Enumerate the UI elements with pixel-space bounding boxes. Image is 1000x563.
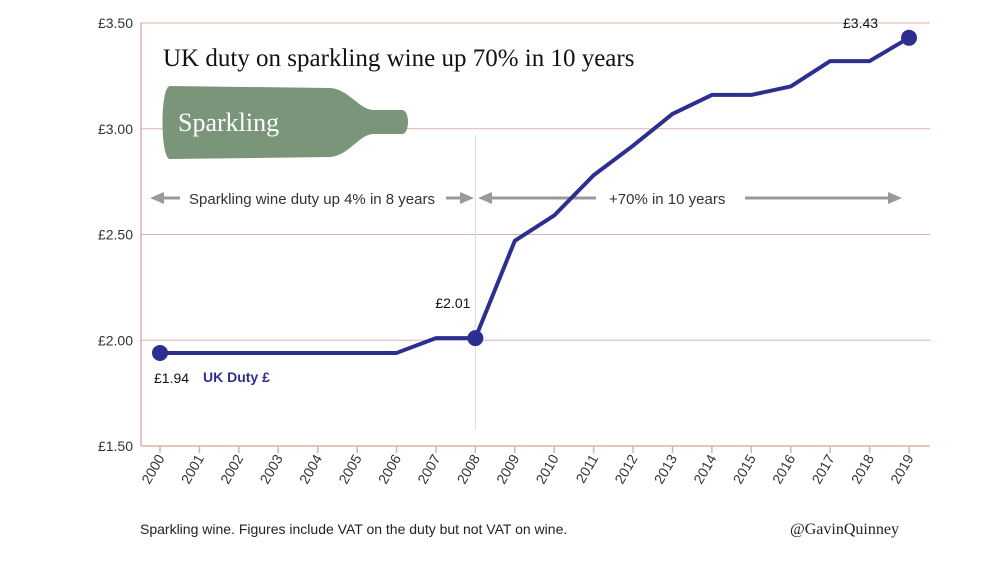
footer-note: Sparkling wine. Figures include VAT on t… [140,521,568,537]
x-tick-label: 2009 [493,451,523,486]
x-tick-label: 2013 [651,451,681,486]
x-tick-label: 2008 [454,451,484,486]
y-tick-label: £3.00 [98,121,133,137]
period-annotations: Sparkling wine duty up 4% in 8 years +70… [150,191,902,208]
x-tick-label: 2003 [256,451,286,486]
data-label-2000: £1.94 [154,370,189,386]
x-tick-label: 2014 [690,451,720,486]
y-tick-label: £2.50 [98,227,133,243]
arrow-right-icon [460,192,474,204]
x-tick-label: 2017 [808,451,838,486]
data-point-2019 [901,29,917,46]
y-tick-label: £2.00 [98,332,133,348]
arrow-left-icon [478,192,492,204]
x-tick-label: 2010 [532,451,562,486]
data-label-2019: £3.43 [843,15,878,31]
x-tick-label: 2002 [217,451,247,486]
period1-annotation: Sparkling wine duty up 4% in 8 years [189,191,435,208]
period2-annotation: +70% in 10 years [609,191,725,208]
sparkling-bottle-icon: Sparkling [162,86,408,159]
x-tick-label: 2005 [335,451,365,486]
x-tick-label: 2000 [138,451,168,486]
data-label-2008: £2.01 [435,295,470,311]
y-tick-label: £1.50 [98,438,133,454]
x-tick-label: 2015 [729,451,759,486]
legend-label: UK Duty £ [203,369,270,385]
data-point-2000 [152,344,168,361]
y-tick-label: £3.50 [98,15,133,31]
x-tick-label: 2001 [178,451,208,486]
axes: £1.50 £2.00 £2.50 £3.00 £3.50 2000 2001 2002 200… [98,15,930,486]
x-tick-label: 2011 [572,451,601,485]
x-tick-label: 2019 [887,451,917,486]
x-tick-label: 2018 [848,451,878,486]
x-tick-label: 2012 [611,451,641,486]
chart-title: UK duty on sparkling wine up 70% in 10 y… [163,45,634,72]
footer-credit: @GavinQuinney [790,521,899,538]
data-point-2008 [467,330,484,347]
data-labels: £1.94 £2.01 £3.43 [154,15,878,386]
x-tick-label: 2007 [414,451,444,486]
series-line [158,35,911,355]
series-uk-duty [152,29,917,361]
x-tick-label: 2006 [375,451,405,486]
x-tick-label: 2016 [769,451,799,486]
arrow-right-icon [888,192,902,204]
arrow-left-icon [150,192,164,204]
bottle-label: Sparkling [178,108,279,137]
x-tick-label: 2004 [296,451,326,486]
